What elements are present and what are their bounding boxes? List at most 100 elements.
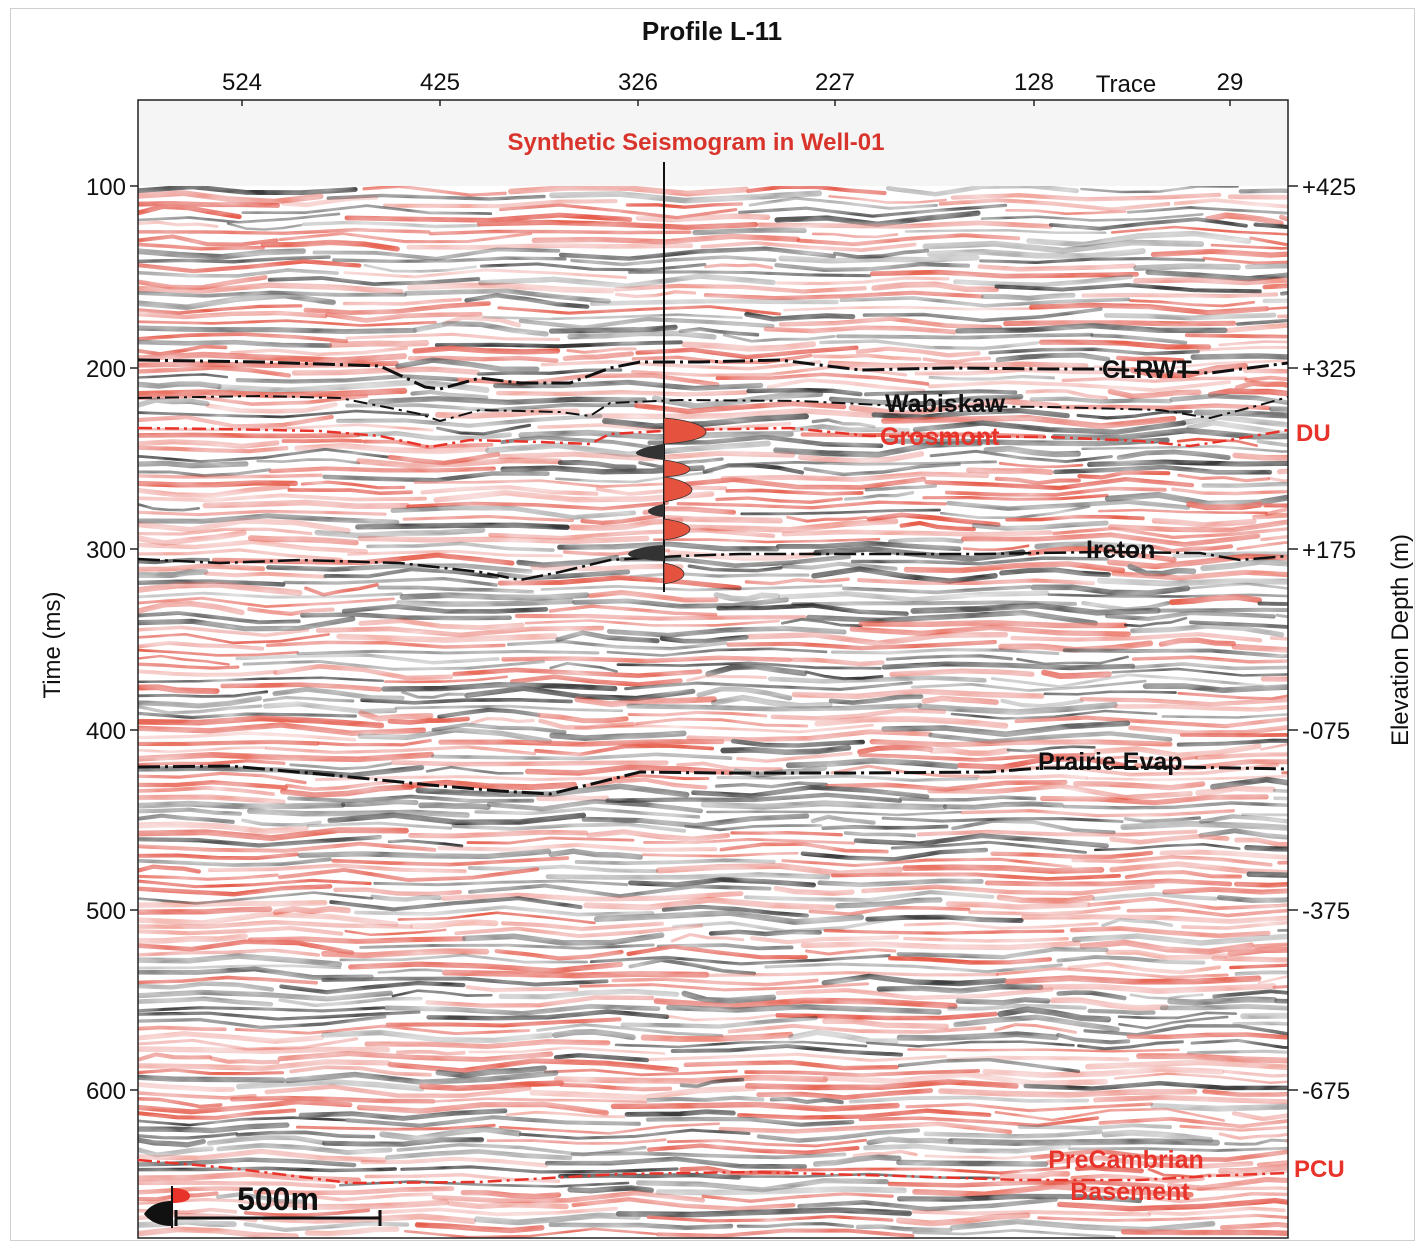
reflector-streak	[323, 567, 500, 579]
reflector-streak	[301, 220, 481, 229]
reflector-streak	[938, 198, 1171, 212]
reflector-streak	[587, 589, 719, 603]
reflector-streak	[1077, 1040, 1184, 1051]
reflector-streak	[400, 1165, 679, 1174]
reflector-streak	[683, 1060, 899, 1071]
reflector-streak	[434, 340, 683, 349]
reflector-streak	[464, 293, 590, 309]
reflector-streak	[432, 1097, 648, 1104]
reflector-streak	[410, 389, 489, 400]
reflector-streak	[730, 831, 843, 837]
reflector-streak	[138, 884, 333, 897]
reflector-streak	[611, 977, 819, 987]
time-tick-label: 300	[86, 537, 126, 564]
reflector-streak	[138, 1031, 324, 1044]
reflector-streak	[1108, 519, 1288, 533]
reflector-streak	[791, 600, 1078, 607]
reflector-streak	[797, 1197, 1059, 1212]
reflector-streak	[676, 761, 783, 771]
reflector-streak	[390, 505, 637, 520]
reflector-streak	[1176, 738, 1288, 747]
reflector-streak	[574, 723, 874, 734]
reflector-streak	[479, 262, 707, 272]
reflector-streak	[774, 262, 971, 272]
reflector-streak	[138, 611, 301, 625]
reflector-streak	[574, 696, 717, 708]
reflector-streak	[241, 204, 493, 215]
reflector-streak	[343, 268, 627, 280]
reflector-streak	[138, 964, 342, 970]
reflector-streak	[647, 434, 884, 449]
reflector-streak	[686, 674, 768, 682]
trace-tick-label: 128	[1014, 69, 1054, 96]
reflector-streak	[216, 378, 490, 394]
reflector-streak	[887, 1179, 1165, 1189]
reflector-streak	[805, 947, 897, 956]
reflector-streak	[1120, 1229, 1288, 1236]
reflector-streak	[465, 985, 579, 993]
reflector-streak	[828, 694, 924, 706]
reflector-streak	[631, 364, 908, 377]
reflector-streak	[339, 953, 588, 964]
reflector-streak	[945, 901, 1091, 911]
reflector-streak	[279, 980, 466, 995]
reflector-streak	[947, 1138, 1220, 1146]
reflector-streak	[1081, 292, 1279, 299]
reflector-streak	[661, 904, 809, 918]
reflector-streak	[1249, 236, 1288, 247]
reflector-streak	[995, 967, 1229, 979]
reflector-streak	[518, 316, 775, 330]
reflector-streak	[953, 274, 1133, 288]
reflector-streak	[714, 781, 828, 789]
trace-tick-label: 524	[222, 69, 262, 96]
reflector-streak	[138, 242, 265, 251]
reflector-streak	[325, 311, 483, 323]
reflector-streak	[927, 783, 1193, 801]
reflector-streak	[437, 842, 718, 852]
reflector-streak	[1257, 601, 1288, 607]
reflector-streak	[896, 947, 1109, 960]
depth-tick-label: +325	[1302, 356, 1356, 383]
reflector-streak	[478, 273, 776, 289]
reflector-streak	[828, 195, 947, 204]
reflector-streak	[358, 618, 525, 631]
reflector-streak	[138, 989, 393, 1002]
reflector-streak	[580, 513, 664, 526]
reflector-streak	[1272, 788, 1288, 793]
reflector-streak	[138, 711, 357, 720]
reflector-streak	[412, 321, 549, 337]
reflector-streak	[778, 254, 980, 264]
reflector-streak	[138, 878, 372, 889]
reflector-streak	[486, 1138, 667, 1145]
reflector-streak	[138, 248, 307, 260]
reflector-streak	[138, 259, 362, 274]
reflector-streak	[720, 471, 990, 483]
reflector-streak	[138, 518, 351, 534]
reflector-streak	[464, 685, 696, 702]
reflector-streak	[500, 435, 652, 450]
synthetic-lobe	[663, 476, 693, 503]
reflector-streak	[1023, 1080, 1288, 1091]
reflector-streak	[138, 548, 343, 562]
reflector-streak	[1229, 963, 1288, 970]
reflector-streak	[814, 716, 1009, 729]
reflector-streak	[138, 975, 318, 985]
reflector-streak	[983, 445, 1081, 458]
reflector-streak	[625, 202, 744, 209]
reflector-streak	[138, 596, 395, 609]
reflector-streak	[202, 499, 410, 510]
reflector-streak	[651, 390, 824, 410]
reflector-streak	[907, 1048, 1180, 1053]
reflector-streak	[912, 420, 1187, 435]
reflector-streak	[1079, 697, 1288, 707]
reflector-streak	[1056, 1033, 1131, 1045]
horizon-grosmont	[138, 426, 1288, 449]
reflector-streak	[356, 430, 512, 441]
reflector-streak	[982, 1066, 1225, 1079]
reflector-streak	[138, 220, 219, 229]
reflector-streak	[1081, 445, 1288, 453]
reflector-streak	[138, 1108, 297, 1120]
reflector-streak	[821, 973, 1008, 987]
reflector-streak	[667, 1013, 776, 1022]
reflector-streak	[744, 577, 850, 586]
